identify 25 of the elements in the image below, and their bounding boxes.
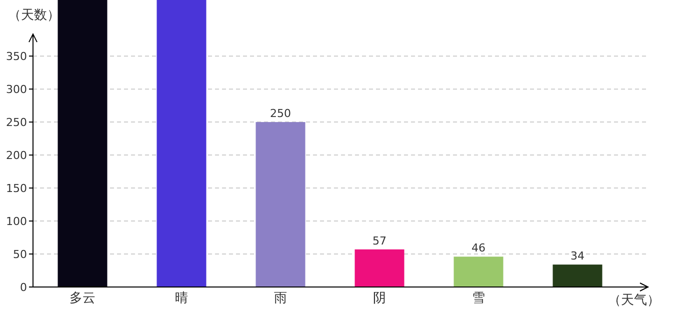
y-tick-label: 200 bbox=[6, 149, 27, 162]
data-label: 57 bbox=[372, 234, 386, 248]
bar bbox=[552, 264, 602, 287]
y-tick-label: 0 bbox=[20, 281, 27, 294]
x-tick-label: 雨 bbox=[274, 291, 287, 306]
x-tick-label: 晴 bbox=[175, 291, 188, 306]
y-tick-label: 300 bbox=[6, 83, 27, 96]
bar bbox=[354, 249, 404, 287]
y-axis-title: （天数） bbox=[8, 8, 60, 23]
bar bbox=[156, 0, 206, 287]
x-axis-title: （天气） bbox=[608, 293, 660, 308]
x-tick-label: 雪 bbox=[472, 291, 485, 306]
bar bbox=[256, 122, 306, 287]
y-tick-label: 250 bbox=[6, 116, 27, 130]
data-label: 250 bbox=[270, 107, 291, 120]
data-label: 46 bbox=[472, 242, 486, 255]
x-tick-label: 阴 bbox=[373, 291, 386, 306]
y-tick-label: 50 bbox=[13, 248, 27, 262]
y-tick-label: 100 bbox=[6, 215, 27, 228]
y-tick-label: 350 bbox=[6, 50, 27, 64]
bar bbox=[58, 0, 108, 287]
y-tick-label: 150 bbox=[6, 182, 27, 196]
bar bbox=[454, 256, 504, 287]
x-tick-label: 多云 bbox=[70, 291, 96, 306]
data-label: 34 bbox=[570, 250, 584, 263]
